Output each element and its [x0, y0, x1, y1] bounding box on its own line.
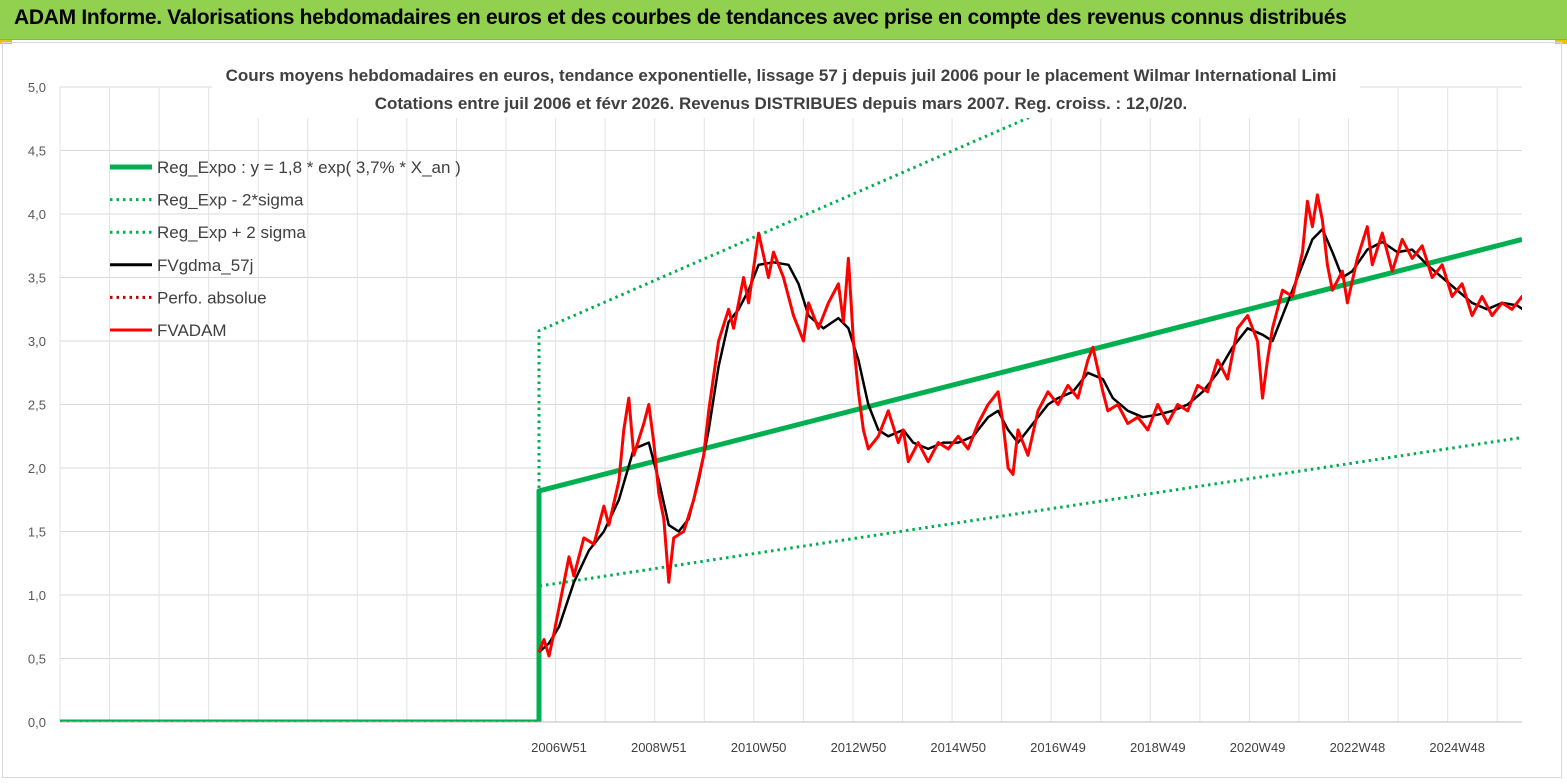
y-tick-label: 1,5	[28, 525, 46, 540]
chart-frame	[2, 42, 1562, 778]
chart-subtitle: Cotations entre juil 2006 et févr 2026. …	[375, 94, 1188, 113]
report-title: ADAM Informe. Valorisations hebdomadaire…	[14, 6, 1347, 29]
x-tick-label: 2022W48	[1330, 740, 1386, 755]
x-tick-label: 2012W50	[831, 740, 887, 755]
y-tick-label: 0,5	[28, 652, 46, 667]
y-tick-label: 4,0	[28, 207, 46, 222]
header-banner: ADAM Informe. Valorisations hebdomadaire…	[0, 0, 1567, 40]
series-layer	[60, 87, 1522, 722]
y-tick-label: 5,0	[28, 80, 46, 95]
legend-label: FVgdma_57j	[157, 256, 253, 275]
legend-label: FVADAM	[157, 321, 227, 340]
series-line-4	[538, 227, 1522, 654]
x-tick-label: 2024W48	[1429, 740, 1485, 755]
x-tick-label: 2014W50	[930, 740, 986, 755]
grid-layer	[59, 86, 1522, 723]
y-tick-label: 2,0	[28, 461, 46, 476]
legend: Reg_Expo : y = 1,8 * exp( 3,7% * X_an ) R…	[110, 158, 461, 340]
y-tick-label: 3,5	[28, 271, 46, 286]
x-tick-label: 2008W51	[631, 740, 687, 755]
legend-label: Reg_Exp + 2 sigma	[157, 223, 306, 242]
y-tick-label: 3,0	[28, 334, 46, 349]
chart-title: Cours moyens hebdomadaires en euros, ten…	[226, 66, 1337, 85]
y-tick-label: 4,5	[28, 144, 46, 159]
y-tick-label: 0,0	[28, 715, 46, 730]
y-tick-label: 2,5	[28, 398, 46, 413]
legend-label: Reg_Expo : y = 1,8 * exp( 3,7% * X_an )	[157, 158, 461, 177]
x-tick-label: 2016W49	[1030, 740, 1086, 755]
x-tick-label: 2010W50	[731, 740, 787, 755]
title-backdrop	[212, 60, 1360, 118]
legend-label: Reg_Exp - 2*sigma	[157, 191, 304, 210]
series-line-1	[60, 236, 1522, 722]
axis-layer: 0,0 0,5 1,0 1,5 2,0 2,5 3,0 3,5 4,0 4,5 5,0 2006W51…	[28, 80, 1522, 755]
x-tick-label: 2020W49	[1230, 740, 1286, 755]
legend-label: Perfo. absolue	[157, 288, 267, 307]
series-line-2	[537, 436, 1522, 722]
series-line-6	[537, 193, 1522, 658]
y-tick-label: 1,0	[28, 588, 46, 603]
x-tick-label: 2018W49	[1130, 740, 1186, 755]
x-tick-label: 2006W51	[531, 740, 587, 755]
